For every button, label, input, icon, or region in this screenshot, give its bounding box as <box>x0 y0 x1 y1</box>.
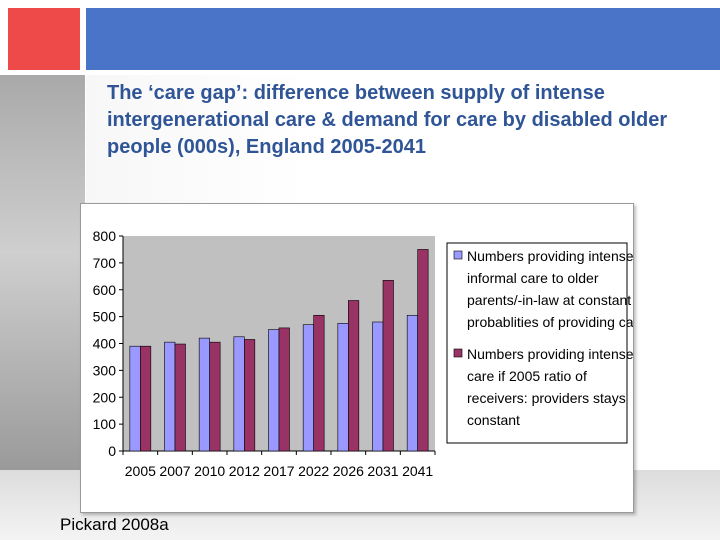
bar-2017-series-2 <box>278 327 290 452</box>
x-tick-label: 2007 <box>159 463 190 479</box>
y-tick-label: 500 <box>93 309 117 325</box>
bar-2005-series-2 <box>140 345 152 452</box>
chart-frame: 0 100 200 300 400 500 600 700 800 2005 2007 2010 201… <box>80 203 634 513</box>
bar-2026-series-1 <box>337 323 349 452</box>
bar-2012-series-2 <box>244 339 256 452</box>
y-tick-label: 100 <box>93 416 117 432</box>
bar-2005-series-1 <box>129 345 141 452</box>
legend-label-series-2: receivers: providers stays <box>467 390 626 406</box>
header-red-block <box>8 8 80 70</box>
bar-2041-series-1 <box>406 314 418 452</box>
background-left-strip <box>0 75 85 470</box>
y-tick-label: 600 <box>93 282 117 298</box>
bar-2031-series-1 <box>372 321 384 452</box>
legend-swatch-series-1 <box>453 250 463 260</box>
bar-2041-series-2 <box>417 249 429 452</box>
y-tick-label: 400 <box>93 336 117 352</box>
y-tick-label: 300 <box>93 362 117 378</box>
bar-2010-series-1 <box>198 337 210 452</box>
x-tick-label: 2026 <box>333 463 364 479</box>
slide-title: The ‘care gap’: difference between suppl… <box>107 82 668 158</box>
legend-box <box>446 242 628 444</box>
x-tick-label: 2005 <box>125 463 156 479</box>
legend-label-series-2: Numbers providing intense <box>467 346 633 362</box>
bar-2026-series-2 <box>348 300 360 452</box>
x-tick-label: 2017 <box>263 463 294 479</box>
x-tick-label: 2010 <box>194 463 225 479</box>
bar-2031-series-2 <box>382 280 394 452</box>
bar-2022-series-2 <box>313 314 325 452</box>
legend-label-series-1: parents/-in-law at constant <box>467 292 631 308</box>
header-blue-bar <box>86 8 720 70</box>
bar-2007-series-2 <box>174 343 186 452</box>
y-tick-label: 200 <box>93 389 117 405</box>
source-credit: Pickard 2008a <box>60 515 169 534</box>
y-tick-label: 700 <box>93 255 117 271</box>
x-tick-label: 2022 <box>298 463 329 479</box>
y-tick-label: 800 <box>93 228 117 244</box>
legend-label-series-2: constant <box>467 412 520 428</box>
y-tick-label: 0 <box>108 443 116 459</box>
legend-label-series-1: probablities of providing care <box>467 314 633 330</box>
legend-label-series-1: informal care to older <box>467 270 599 286</box>
bar-2012-series-1 <box>233 336 245 452</box>
bar-2022-series-1 <box>302 324 314 452</box>
legend-label-series-2: care if 2005 ratio of <box>467 368 587 384</box>
x-tick-label: 2031 <box>367 463 398 479</box>
x-tick-label: 2012 <box>229 463 260 479</box>
legend-label-series-1: Numbers providing intense <box>467 248 633 264</box>
bar-2017-series-1 <box>268 329 280 452</box>
bar-2010-series-2 <box>209 341 221 452</box>
bar-2007-series-1 <box>164 341 176 452</box>
legend-swatch-series-2 <box>453 348 463 358</box>
x-tick-label: 2041 <box>402 463 433 479</box>
